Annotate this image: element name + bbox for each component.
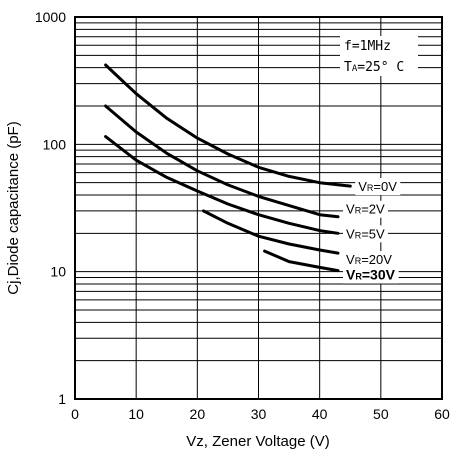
temperature-annotation: TA=25° C [344,60,404,75]
y-tick-label: 10 [50,264,66,280]
temperature-value: =25° C [357,60,404,75]
series-label-2: VR=5V [346,226,385,241]
series-label-bg [343,225,389,243]
series-group [104,63,352,273]
series-label-bg [343,200,389,218]
series-label-1: VR=2V [346,202,385,217]
series-line-4 [263,249,340,273]
series-label-3: VR=20V [346,252,392,267]
x-tick-label: 10 [128,406,144,422]
tick-labels: 0 10 20 30 40 50 60 1 10 100 1000 [35,9,450,422]
plot-frame [74,16,443,400]
legend-box [340,36,418,76]
series-label-bg [343,251,396,269]
series-label-0: VR=0V [358,179,397,194]
x-tick-label: 20 [190,406,206,422]
series-label-bg [343,266,399,284]
series-line-3 [201,209,340,255]
series-line-1 [104,104,340,219]
x-tick-label: 30 [251,406,267,422]
temperature-subscript: A [352,64,358,74]
x-axis-title: Vz, Zener Voltage (V) [186,433,329,450]
y-tick-label: 100 [43,136,67,152]
temperature-symbol: T [344,60,352,75]
x-tick-label: 40 [312,406,328,422]
series-line-2 [104,135,340,235]
x-tick-label: 0 [71,406,79,422]
series-label-bg [355,178,401,196]
frequency-annotation: f=1MHz [344,39,391,54]
y-tick-label: 1 [58,391,66,407]
y-axis-title: Cj,Diode capacitance (pF) [5,121,22,294]
x-tick-label: 50 [373,406,389,422]
series-label-4: VR=30V [346,267,396,283]
x-tick-label: 60 [434,406,450,422]
y-tick-label: 1000 [35,9,66,25]
series-line-0 [104,63,352,188]
